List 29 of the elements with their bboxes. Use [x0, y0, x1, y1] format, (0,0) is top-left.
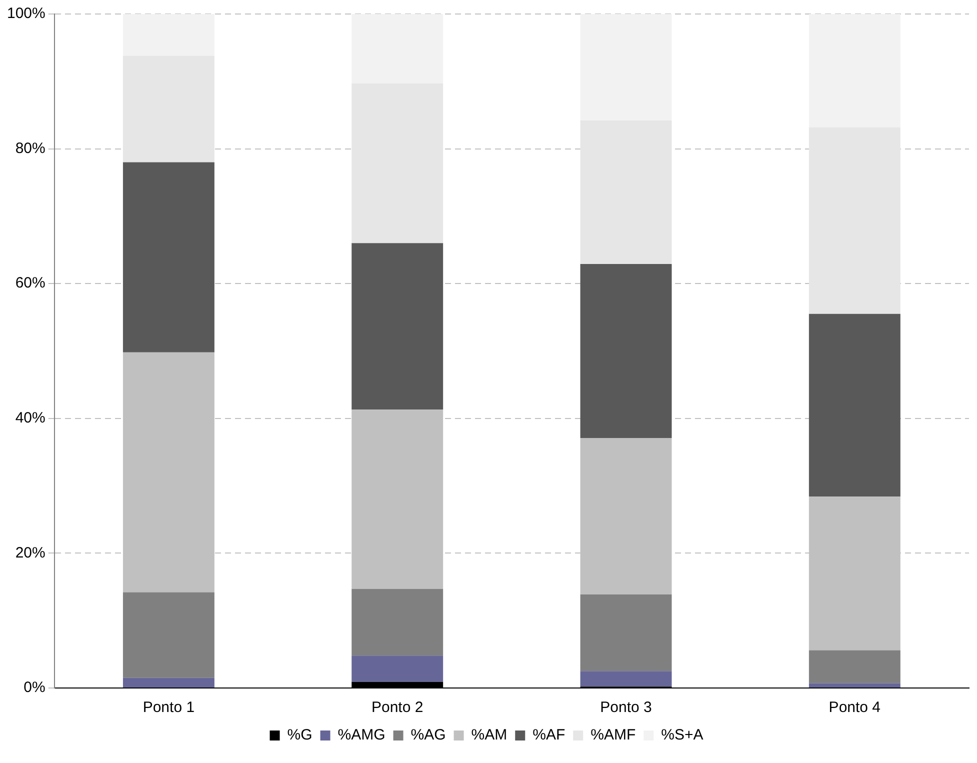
legend-label: %AM — [471, 726, 508, 744]
y-tick-label: 20% — [15, 544, 46, 562]
legend-label: %AMG — [338, 726, 386, 744]
bar — [808, 314, 900, 497]
legend-label: %AMF — [590, 726, 636, 744]
y-tick-label: 40% — [15, 410, 46, 427]
y-tick-label: 80% — [15, 140, 46, 157]
legend-label: %G — [287, 726, 312, 744]
x-tick-label: Ponto 1 — [142, 699, 195, 716]
legend-label: %AG — [410, 726, 446, 744]
bar — [580, 671, 672, 687]
y-tick-label: 100% — [6, 5, 46, 22]
legend-label: %AF — [532, 726, 566, 744]
bar — [580, 594, 672, 672]
x-tick-label: Ponto 3 — [600, 699, 652, 716]
x-tick-label: Ponto 4 — [828, 699, 881, 716]
x-tick-label: Ponto 2 — [371, 699, 424, 716]
y-tick-label: 0% — [24, 679, 46, 696]
bar — [122, 678, 214, 688]
bar — [122, 592, 214, 678]
bar — [352, 243, 444, 410]
bar — [580, 264, 672, 438]
bar — [808, 650, 900, 684]
bar — [808, 683, 900, 688]
bar — [352, 588, 444, 656]
y-tick-label: 60% — [15, 274, 46, 292]
legend-label: %S+A — [661, 726, 704, 744]
bar — [122, 162, 214, 352]
bar — [352, 656, 444, 682]
